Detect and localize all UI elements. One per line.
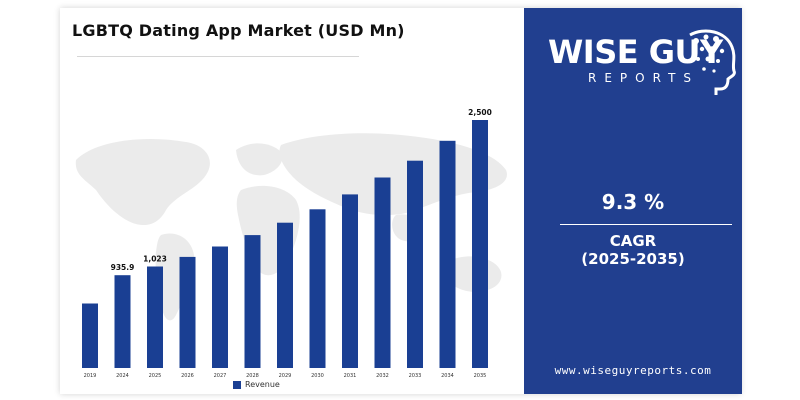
title-divider — [77, 56, 359, 57]
x-tick-label: 2032 — [376, 373, 389, 379]
x-tick-label: 2030 — [311, 373, 324, 379]
bar-2032 — [374, 177, 391, 368]
data-label: 935.9 — [111, 263, 135, 272]
brand-sub: REPORTS — [588, 71, 700, 85]
bar-2024 — [114, 275, 131, 368]
bar-2029 — [277, 222, 293, 368]
legend: Revenue — [233, 380, 280, 389]
cagr-period: (2025-2035) — [581, 250, 685, 268]
cagr-label-block: CAGR (2025-2035) — [524, 232, 742, 268]
bar-2030 — [309, 209, 326, 368]
x-tick-label: 2031 — [344, 373, 357, 379]
legend-label: Revenue — [245, 380, 280, 389]
x-tick-label: 2029 — [279, 373, 292, 379]
x-tick-label: 2028 — [246, 373, 259, 379]
x-tick-label: 2027 — [214, 373, 227, 379]
bar-2035 — [472, 120, 488, 368]
bar-2033 — [407, 160, 423, 368]
website-url: www.wiseguyreports.com — [554, 364, 712, 377]
bar-2019 — [82, 303, 98, 368]
cagr-label: CAGR — [609, 232, 657, 250]
brand-logo: WISE GUY REPORTS — [548, 29, 738, 101]
x-tick-label: 2035 — [474, 373, 487, 379]
x-tick-label: 2024 — [116, 373, 129, 379]
bar-2034 — [439, 140, 456, 368]
bar-2027 — [212, 246, 228, 368]
data-label: 1,023 — [143, 255, 167, 264]
x-tick-label: 2034 — [441, 373, 454, 379]
x-tick-label: 2025 — [149, 373, 162, 379]
bar-2026 — [179, 256, 196, 368]
bar-2028 — [244, 235, 261, 368]
brain-head-icon — [689, 29, 736, 95]
legend-swatch — [233, 380, 241, 389]
data-label: 2,500 — [468, 108, 492, 117]
cagr-value: 9.3 % — [601, 190, 665, 214]
info-panel — [524, 8, 742, 394]
x-tick-label: 2019 — [84, 373, 97, 379]
bar-2031 — [342, 194, 358, 368]
chart-title: LGBTQ Dating App Market (USD Mn) — [72, 21, 405, 40]
bar-2025 — [147, 266, 163, 368]
x-tick-label: 2026 — [181, 373, 194, 379]
cagr-divider — [560, 224, 732, 225]
x-tick-label: 2033 — [409, 373, 422, 379]
